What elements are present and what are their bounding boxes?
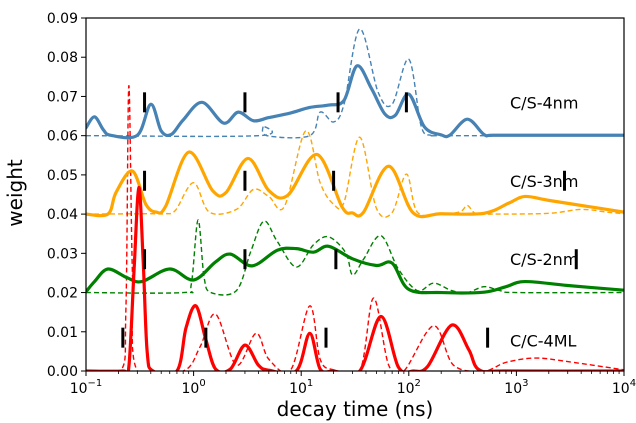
plot-area: C/S-4nm C/S-3nm C/S-2nm C/C-4ML <box>86 28 624 371</box>
y-tick-label: 0.03 <box>47 246 78 262</box>
y-tick-label: 0.07 <box>47 89 78 105</box>
x-tick-label: 101 <box>289 378 313 397</box>
y-axis-label: weight <box>3 159 27 227</box>
axes: 0.00 0.01 0.02 0.03 0.04 0.05 0.06 0.07 0.08 0.09… <box>47 11 636 397</box>
plot-frame <box>85 17 625 372</box>
series-label: C/S-2nm <box>510 250 578 269</box>
y-tick-label: 0.06 <box>47 129 78 145</box>
x-tick-label: 10−1 <box>70 378 103 397</box>
dashed-line-c-s-4nm <box>86 28 624 139</box>
x-axis-label: decay time (ns) <box>277 397 434 421</box>
x-tick-label: 103 <box>504 378 528 397</box>
solid-line-c-c-4ml <box>86 185 624 371</box>
x-tick-label: 100 <box>181 378 205 397</box>
y-tick-label: 0.05 <box>47 168 78 184</box>
x-tick-label: 102 <box>397 378 421 397</box>
solid-line-c-s-3nm <box>86 150 624 219</box>
series-label: C/S-4nm <box>510 93 578 112</box>
y-tick-label: 0.00 <box>47 364 78 380</box>
y-tick-label: 0.09 <box>47 11 78 27</box>
series-label: C/S-3nm <box>510 172 578 191</box>
y-tick-label: 0.02 <box>47 286 78 302</box>
series-label: C/C-4ML <box>510 331 576 350</box>
y-tick-label: 0.04 <box>47 207 78 223</box>
dashed-line-c-c-4ml <box>86 85 624 371</box>
solid-line-c-s-2nm <box>86 244 624 295</box>
solid-line-c-s-4nm <box>86 64 624 140</box>
y-tick-label: 0.01 <box>47 325 78 341</box>
y-tick-label: 0.08 <box>47 50 78 66</box>
x-tick-label: 104 <box>612 378 636 397</box>
series-group <box>86 28 624 371</box>
